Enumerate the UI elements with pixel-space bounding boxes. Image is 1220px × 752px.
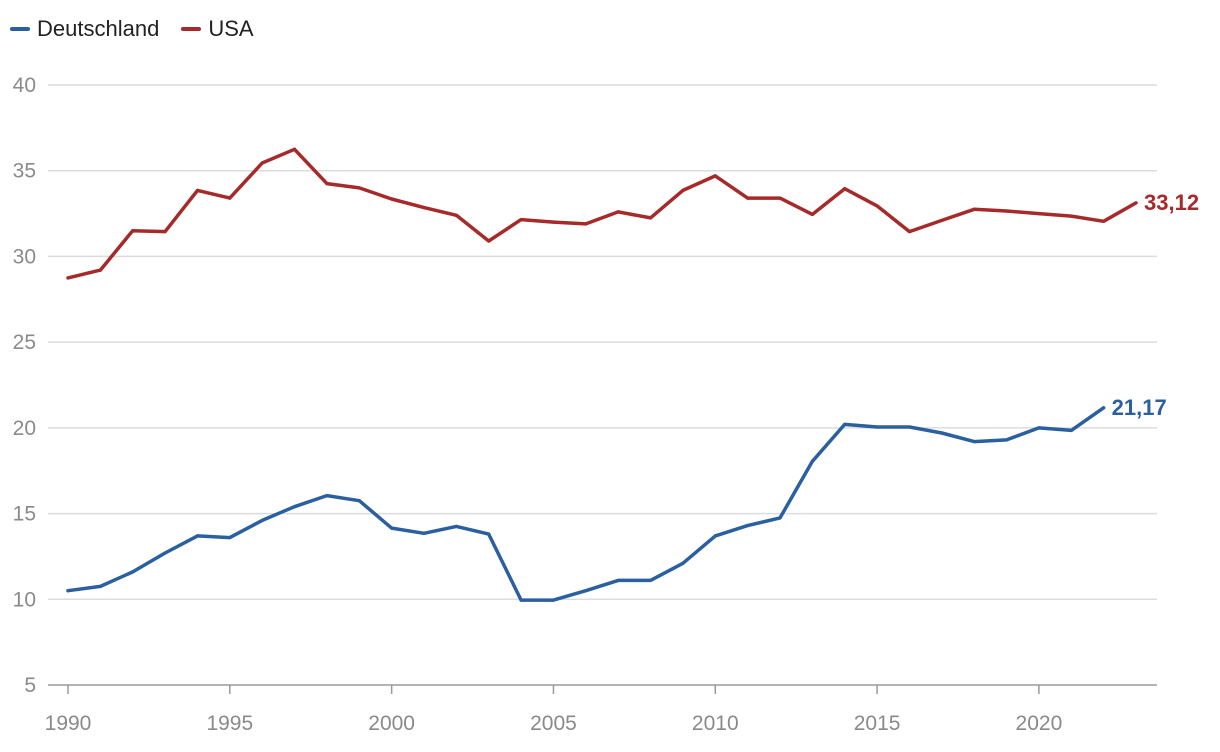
x-tick-label-1990: 1990 [45, 712, 92, 735]
data-point-deutschland-2007 [616, 578, 620, 583]
data-point-usa-1992 [131, 229, 135, 233]
x-tick-label-2020: 2020 [1016, 712, 1063, 735]
end-label-usa: 33,12 [1144, 190, 1199, 215]
y-tick-label-35: 35 [13, 160, 36, 183]
data-point-deutschland-2015 [875, 425, 879, 429]
data-point-deutschland-2006 [584, 589, 588, 593]
data-point-usa-1994 [195, 188, 200, 193]
data-point-usa-2005 [551, 220, 556, 224]
data-point-usa-2002 [454, 213, 458, 217]
data-point-deutschland-2001 [422, 531, 426, 535]
data-point-deutschland-1992 [131, 570, 135, 574]
data-point-usa-1993 [163, 229, 167, 234]
data-point-deutschland-2009 [681, 561, 685, 565]
data-point-deutschland-2017 [940, 431, 944, 435]
data-point-deutschland-2013 [810, 459, 814, 463]
data-point-usa-2019 [1004, 209, 1009, 213]
data-point-usa-2015 [875, 204, 879, 208]
data-point-usa-1990 [66, 276, 70, 280]
y-tick-label-5: 5 [24, 674, 36, 697]
data-point-deutschland-2005 [551, 598, 556, 602]
data-point-deutschland-2010 [713, 534, 717, 538]
data-point-usa-2017 [940, 218, 944, 223]
data-point-usa-2006 [584, 222, 588, 226]
data-point-usa-2008 [648, 216, 653, 220]
data-point-usa-1991 [98, 268, 102, 272]
data-point-usa-2004 [519, 217, 523, 222]
data-point-usa-2011 [746, 196, 750, 200]
data-point-deutschland-1995 [228, 535, 232, 540]
data-point-deutschland-2003 [487, 532, 491, 536]
data-point-usa-2020 [1037, 211, 1041, 216]
data-point-deutschland-2021 [1069, 428, 1073, 433]
legend-item-usa[interactable]: USA [181, 16, 254, 42]
end-label-deutschland: 21,17 [1112, 395, 1167, 420]
x-tick-label-1995: 1995 [206, 712, 253, 735]
data-point-usa-1995 [228, 196, 232, 200]
y-tick-label-40: 40 [13, 74, 36, 97]
legend-label-deutschland: Deutschland [37, 16, 160, 41]
data-point-deutschland-1999 [357, 499, 361, 503]
data-point-usa-2003 [487, 239, 491, 243]
data-point-deutschland-1993 [163, 551, 167, 555]
y-tick-label-10: 10 [13, 588, 36, 611]
data-point-usa-1999 [357, 186, 361, 190]
data-point-usa-2012 [778, 196, 782, 200]
legend-swatch-usa [181, 27, 202, 31]
data-point-usa-2014 [843, 187, 847, 191]
data-point-deutschland-2022 [1102, 406, 1106, 410]
data-point-deutschland-1994 [195, 534, 200, 538]
data-point-deutschland-2019 [1004, 438, 1009, 442]
x-tick-label-2015: 2015 [854, 712, 901, 735]
legend-label-usa: USA [208, 16, 254, 41]
data-point-deutschland-1991 [98, 584, 102, 589]
legend-swatch-deutschland [10, 27, 30, 31]
data-point-deutschland-2020 [1037, 426, 1041, 430]
data-point-deutschland-2002 [454, 524, 458, 529]
series-line-usa [66, 147, 1138, 280]
y-tick-label-25: 25 [13, 331, 36, 354]
data-point-usa-2013 [810, 212, 814, 217]
data-point-deutschland-1998 [325, 493, 329, 498]
data-point-usa-2021 [1069, 214, 1073, 218]
legend-item-deutschland[interactable]: Deutschland [10, 16, 159, 42]
legend: Deutschland USA [10, 16, 254, 42]
series-line-deutschland [66, 406, 1106, 602]
data-point-usa-2016 [907, 229, 912, 234]
data-point-usa-1997 [292, 147, 297, 151]
y-tick-label-15: 15 [13, 503, 36, 526]
data-point-deutschland-1990 [66, 589, 70, 593]
data-point-usa-2018 [972, 207, 976, 211]
data-point-deutschland-2000 [390, 526, 394, 530]
data-point-usa-1998 [325, 181, 329, 186]
data-point-usa-2009 [681, 188, 685, 193]
data-point-usa-2001 [422, 205, 426, 210]
data-point-usa-2007 [616, 210, 620, 214]
data-point-usa-2000 [390, 197, 394, 201]
data-point-deutschland-2004 [519, 598, 523, 602]
data-point-deutschland-2018 [972, 439, 976, 444]
y-tick-label-30: 30 [13, 245, 36, 268]
data-point-deutschland-2016 [907, 425, 912, 429]
data-point-deutschland-2012 [778, 516, 782, 520]
data-point-usa-2022 [1102, 219, 1106, 223]
x-tick-label-2000: 2000 [368, 712, 415, 735]
data-point-deutschland-2011 [746, 523, 750, 528]
x-tick-label-2010: 2010 [692, 712, 739, 735]
x-tick-label-2005: 2005 [530, 712, 577, 735]
data-point-usa-1996 [260, 161, 264, 165]
data-point-usa-2010 [713, 174, 717, 178]
data-point-deutschland-2008 [648, 578, 653, 583]
data-point-deutschland-1997 [292, 505, 297, 509]
data-point-deutschland-2014 [843, 422, 847, 427]
data-point-usa-2023 [1134, 201, 1138, 205]
y-tick-label-20: 20 [13, 417, 36, 440]
data-point-deutschland-1996 [260, 518, 264, 523]
